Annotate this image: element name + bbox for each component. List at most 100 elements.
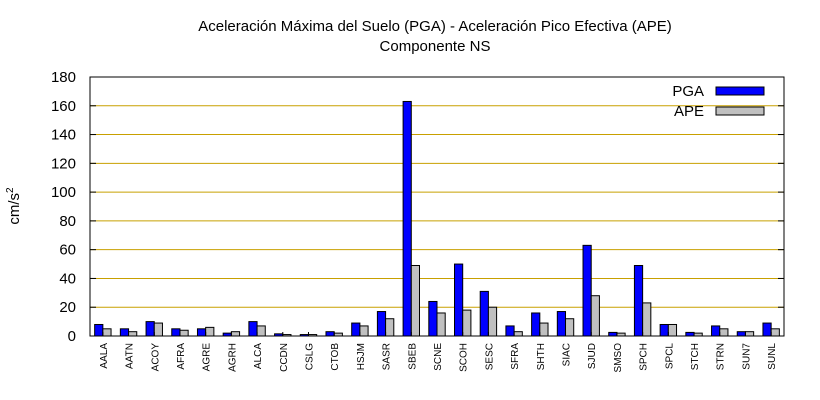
x-tick-label: SUN7 — [741, 343, 752, 370]
chart-title: Aceleración Máxima del Suelo (PGA) - Ace… — [198, 18, 672, 35]
bar-pga-spcl — [659, 323, 669, 337]
bar-ape-sunl — [770, 328, 780, 337]
bar-ape-scoh — [462, 309, 472, 337]
y-tick-label: 180 — [51, 69, 76, 86]
x-tick-label: ALCA — [253, 343, 264, 369]
bar-ape-afra — [179, 329, 189, 337]
x-axis-labels: AALA AATN ACOY AFRA AGRE AGRH ALCA CCDN CSLG CTOB… — [99, 332, 778, 372]
legend-swatch-ape — [715, 106, 765, 116]
legend-swatch-pga — [715, 86, 765, 96]
bar-pga-sesc — [479, 290, 489, 337]
x-tick-label: SCNE — [433, 343, 444, 371]
y-tick-label: 80 — [59, 213, 76, 230]
bar-pga-sunl — [762, 322, 772, 337]
y-axis-label-text: cm/s — [6, 193, 23, 225]
bar-pga-sasr — [376, 311, 387, 337]
bar-pga-shth — [531, 312, 541, 337]
y-tick-label: 0 — [68, 328, 76, 345]
x-tick-label: AATN — [125, 343, 136, 369]
y-axis-ticks: 0 20 40 60 80 100 120 140 160 180 — [51, 69, 784, 345]
chart-subtitle: Componente NS — [380, 38, 491, 55]
bar-ape-strn — [719, 328, 729, 337]
x-tick-label: SASR — [382, 343, 393, 370]
x-tick-label: SPCH — [639, 343, 650, 371]
x-tick-label: SBEB — [407, 343, 418, 370]
bar-pga-acoy — [145, 321, 155, 337]
bar-pga-ctob — [325, 331, 335, 337]
bars — [94, 100, 780, 337]
bar-pga-siac — [556, 311, 567, 337]
bar-ape-sasr — [385, 318, 395, 337]
x-tick-label: SESC — [484, 343, 495, 370]
bar-ape-agrh — [230, 331, 241, 337]
y-axis-label-superscript: 2 — [5, 187, 16, 193]
y-tick-label: 60 — [59, 242, 76, 259]
legend: PGA APE — [672, 83, 765, 120]
bar-pga-agre — [196, 328, 207, 337]
x-tick-label: STRN — [716, 343, 727, 370]
bar-pga-alca — [248, 321, 258, 337]
bar-pga-scoh — [454, 263, 464, 337]
x-tick-label: AFRA — [176, 343, 187, 370]
bar-ape-shth — [539, 322, 549, 337]
bar-ape-spch — [642, 302, 652, 337]
bar-ape-aatn — [128, 331, 138, 337]
x-tick-label: ACOY — [150, 343, 161, 372]
x-tick-label: STCH — [690, 343, 701, 370]
bar-pga-aatn — [119, 328, 130, 337]
x-tick-label: CCDN — [279, 343, 290, 372]
x-tick-label: HSJM — [356, 343, 367, 370]
legend-label-ape: APE — [674, 103, 704, 120]
y-tick-label: 40 — [59, 270, 76, 287]
bar-pga-aala — [94, 323, 104, 337]
y-axis-label: cm/s2 — [5, 187, 23, 225]
x-tick-label: SHTH — [536, 343, 547, 370]
bar-ape-spcl — [667, 323, 678, 337]
x-tick-label: AALA — [99, 343, 110, 369]
bar-ape-alca — [256, 325, 266, 337]
y-tick-label: 120 — [51, 155, 76, 172]
x-tick-label: SPCL — [664, 343, 675, 370]
bar-ape-sfra — [513, 331, 523, 337]
bar-ape-siac — [565, 318, 575, 337]
x-tick-label: SIAC — [562, 343, 573, 366]
bar-ape-sun7 — [744, 331, 755, 337]
y-tick-label: 20 — [59, 299, 76, 316]
bar-ape-sjud — [590, 295, 600, 337]
x-tick-label: SJUD — [587, 343, 598, 369]
bar-pga-afra — [171, 328, 181, 337]
plot-frame — [89, 76, 785, 337]
bar-pga-sun7 — [736, 331, 746, 337]
x-tick-label: SFRA — [510, 343, 521, 370]
x-tick-label: AGRH — [227, 343, 238, 372]
legend-label-pga: PGA — [672, 83, 704, 100]
bar-ape-agre — [205, 326, 215, 337]
bar-ape-scne — [436, 312, 446, 337]
y-tick-label: 140 — [51, 127, 76, 144]
y-tick-label: 100 — [51, 184, 76, 201]
x-tick-label: SCOH — [459, 343, 470, 372]
bar-pga-strn — [711, 325, 721, 337]
bar-ape-acoy — [153, 322, 163, 337]
bar-ape-sesc — [487, 306, 498, 337]
bar-pga-stch — [685, 331, 695, 337]
bar-ape-sbeb — [410, 264, 420, 337]
bar-pga-spch — [633, 264, 644, 337]
bar-pga-sbeb — [402, 100, 412, 337]
bar-pga-smso — [608, 331, 618, 337]
bar-pga-hsjm — [351, 322, 361, 337]
x-tick-label: CSLG — [304, 343, 315, 370]
x-tick-label: AGRE — [202, 343, 213, 372]
x-tick-label: CTOB — [330, 343, 341, 371]
x-tick-label: SMSO — [613, 343, 624, 373]
bar-pga-sfra — [505, 325, 515, 337]
bar-ape-hsjm — [359, 325, 369, 337]
svg-text:cm/s2: cm/s2 — [5, 187, 23, 225]
bar-ape-aala — [102, 328, 112, 337]
x-tick-label: SUNL — [767, 343, 778, 370]
grid — [90, 105, 784, 308]
bar-pga-scne — [428, 300, 438, 337]
bar-pga-sjud — [582, 244, 592, 337]
y-tick-label: 160 — [51, 98, 76, 115]
